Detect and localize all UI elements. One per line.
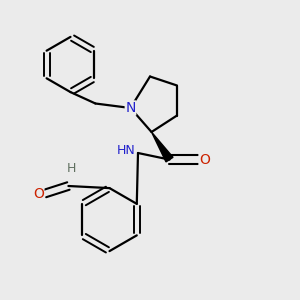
Text: O: O	[33, 187, 44, 200]
Text: N: N	[125, 101, 136, 115]
Text: O: O	[199, 153, 210, 166]
Text: HN: HN	[116, 143, 135, 157]
Polygon shape	[152, 132, 173, 162]
Text: H: H	[67, 161, 76, 175]
